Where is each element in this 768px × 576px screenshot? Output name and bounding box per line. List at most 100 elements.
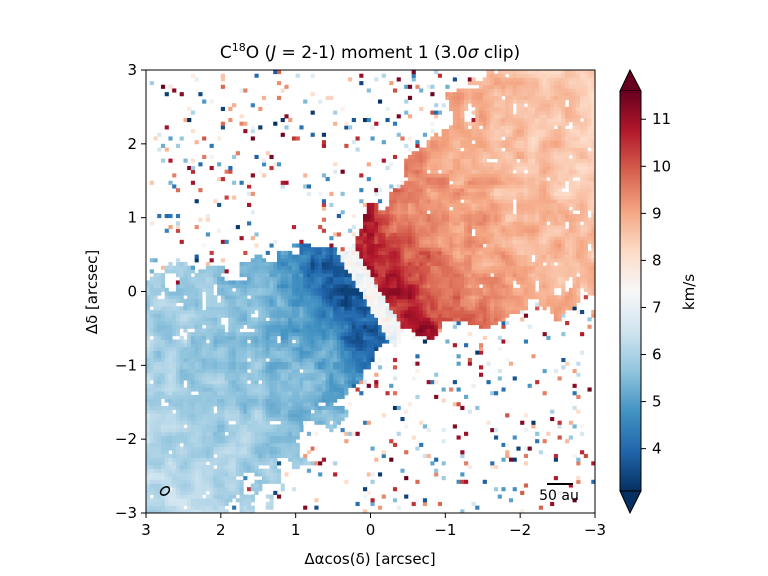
map-pixel <box>291 487 297 492</box>
map-pixel <box>422 321 428 326</box>
map-pixel <box>411 273 416 278</box>
map-pixel <box>157 280 162 285</box>
map-pixel <box>146 287 151 292</box>
map-pixel <box>146 461 151 466</box>
map-pixel <box>190 383 196 388</box>
map-pixel <box>261 442 267 447</box>
map-pixel <box>419 169 424 174</box>
map-pixel <box>291 424 297 429</box>
map-pixel <box>280 417 285 422</box>
map-pixel <box>146 424 151 429</box>
map-pixel <box>449 99 454 104</box>
map-pixel <box>422 453 428 459</box>
map-pixel <box>295 376 300 381</box>
map-pixel <box>247 391 252 396</box>
map-pixel <box>254 387 259 392</box>
map-pixel <box>288 343 293 348</box>
map-pixel <box>194 394 199 399</box>
map-pixel <box>146 369 151 374</box>
map-pixel <box>419 328 424 333</box>
map-pixel <box>419 158 424 163</box>
map-pixel <box>190 435 196 440</box>
map-pixel <box>254 372 259 377</box>
map-pixel <box>183 354 188 359</box>
map-pixel <box>168 350 173 355</box>
map-pixel <box>217 343 222 348</box>
map-pixel <box>164 413 169 418</box>
map-pixel <box>381 295 386 300</box>
map-pixel <box>190 424 196 429</box>
map-pixel <box>164 391 169 396</box>
map-pixel <box>157 394 162 399</box>
map-pixel <box>232 417 237 422</box>
map-pixel <box>415 265 420 270</box>
map-pixel <box>340 413 345 418</box>
map-pixel <box>194 258 199 263</box>
map-pixel <box>318 405 323 411</box>
map-pixel <box>205 501 211 507</box>
map-pixel <box>344 383 349 388</box>
map-pixel <box>329 261 334 267</box>
map-pixel <box>288 280 293 285</box>
map-pixel <box>329 402 334 407</box>
map-pixel <box>205 354 211 359</box>
map-pixel <box>254 232 259 237</box>
map-pixel <box>381 273 386 278</box>
map-pixel <box>202 487 207 492</box>
map-pixel <box>265 453 270 459</box>
map-pixel <box>235 313 240 318</box>
map-pixel <box>164 354 169 359</box>
map-pixel <box>460 273 465 278</box>
map-pixel <box>261 461 267 466</box>
map-pixel <box>314 398 319 403</box>
map-pixel <box>363 217 368 222</box>
map-pixel <box>179 453 184 459</box>
map-pixel <box>183 284 188 289</box>
map-pixel <box>190 287 196 292</box>
map-pixel <box>340 280 345 285</box>
map-pixel <box>247 387 252 392</box>
map-pixel <box>235 332 240 337</box>
map-pixel <box>175 269 181 274</box>
map-pixel <box>381 284 386 289</box>
map-pixel <box>430 191 435 196</box>
map-pixel <box>359 188 364 193</box>
map-pixel <box>310 261 315 267</box>
map-pixel <box>160 372 166 377</box>
map-pixel <box>273 295 278 300</box>
map-pixel <box>183 117 188 123</box>
map-pixel <box>392 121 398 126</box>
map-pixel <box>217 369 222 374</box>
map-pixel <box>437 199 442 204</box>
map-pixel <box>261 369 267 374</box>
map-pixel <box>190 376 196 381</box>
map-pixel <box>325 280 330 285</box>
map-pixel <box>325 177 330 182</box>
map-pixel <box>220 239 225 244</box>
map-pixel <box>415 184 420 189</box>
map-pixel <box>261 280 267 285</box>
map-pixel <box>213 350 218 355</box>
map-pixel <box>366 317 371 322</box>
map-pixel <box>407 269 413 274</box>
map-pixel <box>329 287 334 292</box>
map-pixel <box>250 369 255 374</box>
map-pixel <box>419 199 424 204</box>
map-pixel <box>179 402 184 407</box>
map-pixel <box>295 453 300 459</box>
map-pixel <box>321 302 326 307</box>
map-pixel <box>374 261 379 267</box>
map-pixel <box>456 387 461 392</box>
map-pixel <box>220 339 225 344</box>
map-pixel <box>269 302 274 307</box>
map-pixel <box>351 376 356 381</box>
map-pixel <box>318 328 323 333</box>
map-pixel <box>217 357 222 363</box>
map-pixel <box>422 265 428 270</box>
map-pixel <box>179 465 184 470</box>
map-pixel <box>243 420 248 425</box>
map-pixel <box>310 265 315 270</box>
map-pixel <box>385 247 390 252</box>
map-pixel <box>194 332 199 337</box>
map-pixel <box>295 446 300 451</box>
